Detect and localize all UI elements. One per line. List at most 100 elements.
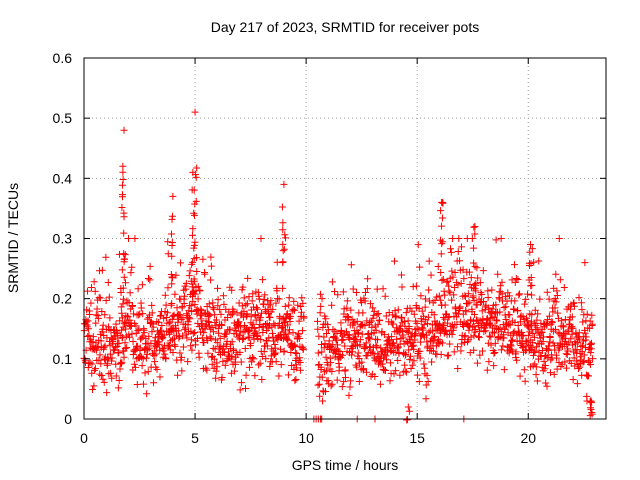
data-point <box>189 330 197 338</box>
data-point <box>296 358 304 366</box>
data-point <box>424 320 432 328</box>
data-point <box>438 222 446 230</box>
data-point <box>492 236 500 244</box>
data-point <box>374 309 382 317</box>
data-point <box>425 257 433 265</box>
data-point <box>339 336 347 344</box>
data-point <box>272 349 280 357</box>
data-point <box>387 347 395 355</box>
data-point <box>533 324 541 332</box>
data-point <box>397 271 405 279</box>
data-point <box>441 327 449 335</box>
data-point <box>373 311 381 319</box>
x-tick-label: 5 <box>191 430 199 446</box>
data-point <box>334 291 342 299</box>
data-point <box>210 355 218 363</box>
data-point <box>363 352 371 360</box>
data-point <box>371 372 379 380</box>
data-point <box>300 314 308 322</box>
data-point <box>471 310 478 318</box>
data-point <box>126 289 134 297</box>
data-point <box>267 297 275 305</box>
data-point <box>369 349 377 357</box>
data-point <box>200 329 208 337</box>
data-point <box>384 348 392 356</box>
data-point <box>345 331 353 339</box>
data-point <box>156 346 164 354</box>
data-point <box>120 258 128 266</box>
data-point <box>239 313 247 321</box>
data-point <box>569 376 577 384</box>
data-point <box>439 199 447 207</box>
data-point <box>450 291 458 299</box>
data-point <box>285 301 293 309</box>
data-point <box>90 382 98 390</box>
data-point <box>587 405 595 413</box>
data-point <box>564 347 572 355</box>
data-point <box>543 321 551 329</box>
data-point <box>284 321 292 329</box>
data-point <box>142 354 150 362</box>
data-point <box>549 339 557 347</box>
data-point <box>402 351 410 359</box>
data-point <box>230 307 238 315</box>
data-point <box>115 348 123 356</box>
data-point <box>84 317 92 325</box>
data-point <box>328 301 336 309</box>
data-point <box>106 350 114 358</box>
data-point <box>588 409 596 417</box>
data-point <box>405 322 413 330</box>
data-point <box>476 279 484 287</box>
data-point <box>190 209 198 217</box>
data-point <box>555 235 563 242</box>
data-point <box>138 362 146 370</box>
data-point <box>588 320 596 328</box>
data-point <box>103 389 111 397</box>
data-point <box>586 412 594 420</box>
data-point <box>108 354 116 362</box>
data-point <box>284 336 292 344</box>
data-point <box>360 365 368 373</box>
data-point <box>466 280 474 288</box>
data-point <box>298 294 306 302</box>
data-point <box>119 295 127 303</box>
data-point <box>485 332 493 340</box>
data-point <box>540 333 548 341</box>
data-point <box>120 126 128 134</box>
data-point <box>403 416 411 424</box>
data-point <box>120 209 128 217</box>
data-point <box>444 313 452 321</box>
data-point <box>269 305 277 313</box>
data-point <box>175 334 183 342</box>
data-point <box>83 287 91 295</box>
data-point <box>348 351 356 359</box>
data-point <box>284 371 292 379</box>
data-point <box>195 353 203 361</box>
data-point <box>567 335 575 343</box>
data-point <box>316 290 324 298</box>
data-point <box>213 339 221 347</box>
data-point <box>206 333 214 341</box>
data-point <box>511 319 519 327</box>
data-point <box>491 339 499 347</box>
data-point <box>368 323 376 331</box>
data-point <box>530 333 538 341</box>
y-tick-label: 0.4 <box>53 170 73 186</box>
data-point <box>249 290 257 298</box>
data-point <box>373 336 381 344</box>
data-point <box>516 290 524 298</box>
data-point <box>98 266 106 274</box>
data-point <box>201 270 209 278</box>
data-point <box>180 292 188 300</box>
data-point <box>379 285 387 293</box>
data-point <box>467 274 475 282</box>
data-point <box>383 356 391 364</box>
data-point <box>531 360 539 368</box>
data-point <box>425 328 433 336</box>
data-point <box>449 273 457 281</box>
data-point <box>348 315 356 323</box>
data-point <box>257 336 265 344</box>
data-point <box>209 344 217 352</box>
data-point <box>290 297 298 305</box>
data-point <box>171 342 179 350</box>
